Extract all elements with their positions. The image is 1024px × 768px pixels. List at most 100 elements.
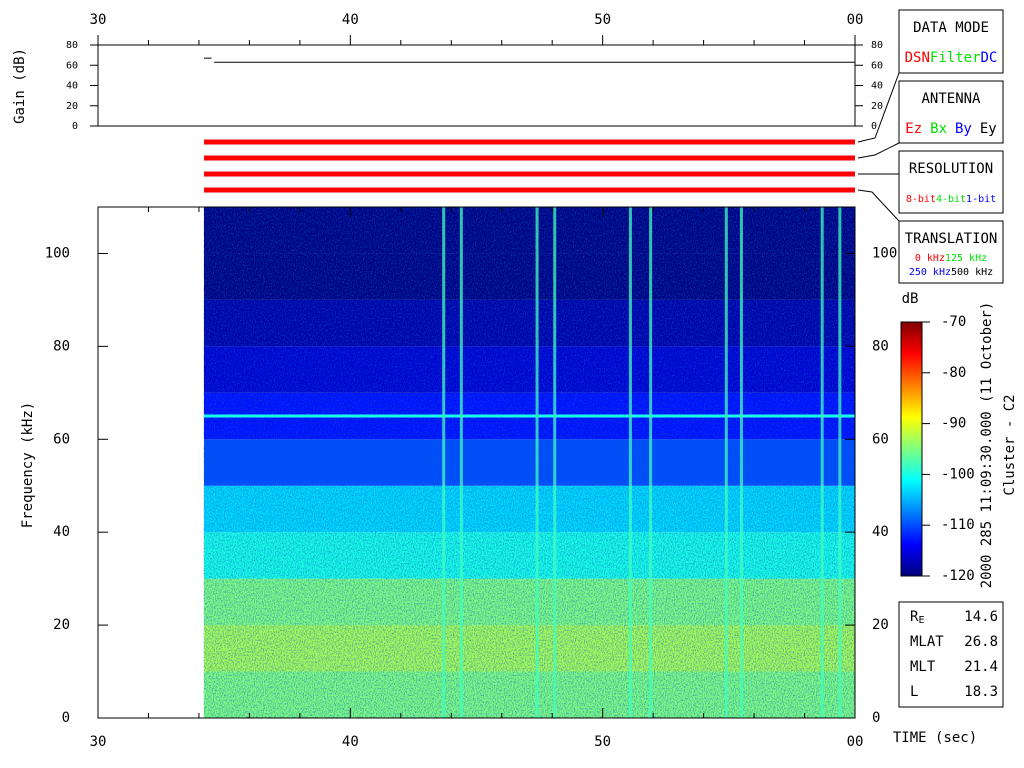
box-title: ANTENNA [921,91,981,107]
colorbar-label: dB [902,291,919,307]
y-tick-label: 20 [66,101,78,112]
colorbar-tick-label: -90 [941,416,966,432]
info-label-text: MLT [910,659,936,675]
x-tick-label: 30 [90,734,107,750]
box-item: DC [981,50,998,66]
box-item: Ey [980,121,997,137]
y-tick-label: 80 [871,40,883,51]
plot-frame [97,206,856,719]
y-tick-label: 60 [66,60,78,71]
info-label-sub: E [918,615,924,626]
box [898,220,1004,284]
box-title: DATA MODE [913,20,989,36]
y-tick-label: 20 [872,617,889,633]
side-boxes [857,9,1004,708]
info-value: 21.4 [964,659,998,675]
info-label: MLAT [910,634,944,650]
box [898,150,1004,214]
burst [628,207,632,718]
box-item: Bx [930,121,947,137]
texture [203,207,855,718]
box-item: Filter [930,50,981,66]
y-tick-label: 40 [871,81,883,92]
x-tick-label: 50 [594,734,611,750]
box [898,80,1004,144]
box-items: DSNFilterDC [905,50,998,66]
colorbar-tick-label: -100 [941,466,975,482]
annotation: 2000 285 11:09:30.000 (11 October) [979,302,995,589]
box-item: 250 kHz [909,267,951,278]
y-tick-label: 60 [53,431,70,447]
y-tick-label: 0 [872,710,880,726]
colorbar-tick-label: -120 [941,568,975,584]
box-items: 250 kHz500 kHz [909,267,993,278]
box-item: By [955,121,972,137]
y-tick-label: 0 [871,121,877,132]
box-title: RESOLUTION [909,161,993,177]
burst [442,207,446,718]
info-label-text: L [910,684,918,700]
x-tick-label: 00 [847,734,864,750]
burst [535,207,539,718]
box-items: 8-bit4-bit1-bit [906,194,996,205]
info-label: MLT [910,659,936,675]
y-tick-label: 100 [872,245,897,261]
y-tick-label: 80 [872,338,889,354]
colorbar [900,321,923,577]
box-items: 0 kHz125 kHz [915,253,987,264]
info-label-text: R [910,609,919,625]
y-tick-label: 60 [871,60,883,71]
y-tick-label: 20 [53,617,70,633]
x-tick-label: 00 [847,12,864,28]
arrow [857,72,900,143]
x-axis-label: TIME (sec) [893,730,977,746]
annotation: Cluster - C2 [1002,394,1018,495]
info-label-text: MLAT [910,634,944,650]
box-item: DSN [905,50,930,66]
x-tick-label: 30 [90,12,107,28]
spectrogram [203,207,855,718]
burst [553,207,557,718]
y-tick-label: 40 [53,524,70,540]
y-tick-label: 0 [72,121,78,132]
colorbar-tick-label: -70 [941,314,966,330]
info-label: RE [910,609,924,626]
x-tick-label: 40 [342,12,359,28]
y-tick-label: 100 [45,245,70,261]
box-item: 8-bit [906,194,936,205]
x-tick-label: 50 [594,12,611,28]
info-box [898,601,1004,708]
info-value: 18.3 [964,684,998,700]
box [898,9,1004,74]
y-tick-label: 60 [872,431,889,447]
x-tick-label: 40 [342,734,359,750]
box-items: Ez Bx By Ey [905,121,996,137]
burst [820,207,824,718]
y-tick-label: 80 [53,338,70,354]
arrow [857,189,900,222]
status-bar [203,155,856,161]
colorbar-tick-label: -80 [941,365,966,381]
info-value: 14.6 [964,609,998,625]
status-bar [203,139,856,145]
burst [459,207,463,718]
box-item: Ez [905,121,922,137]
arrow [857,142,900,159]
y-tick-label: 80 [66,40,78,51]
burst [739,207,743,718]
colorbar-tick-label: -110 [941,517,975,533]
info-label: L [910,684,918,700]
box-title: TRANSLATION [905,231,998,247]
box-item: 500 kHz [951,267,993,278]
y-tick-label: 40 [872,524,889,540]
box-item: 0 kHz [915,253,945,264]
y-tick-label: 0 [62,710,70,726]
box-item: 125 kHz [945,253,987,264]
box-item: 1-bit [966,194,996,205]
y-tick-label: 20 [871,101,883,112]
info-value: 26.8 [964,634,998,650]
status-bar [203,187,856,193]
burst [724,207,728,718]
burst [649,207,653,718]
